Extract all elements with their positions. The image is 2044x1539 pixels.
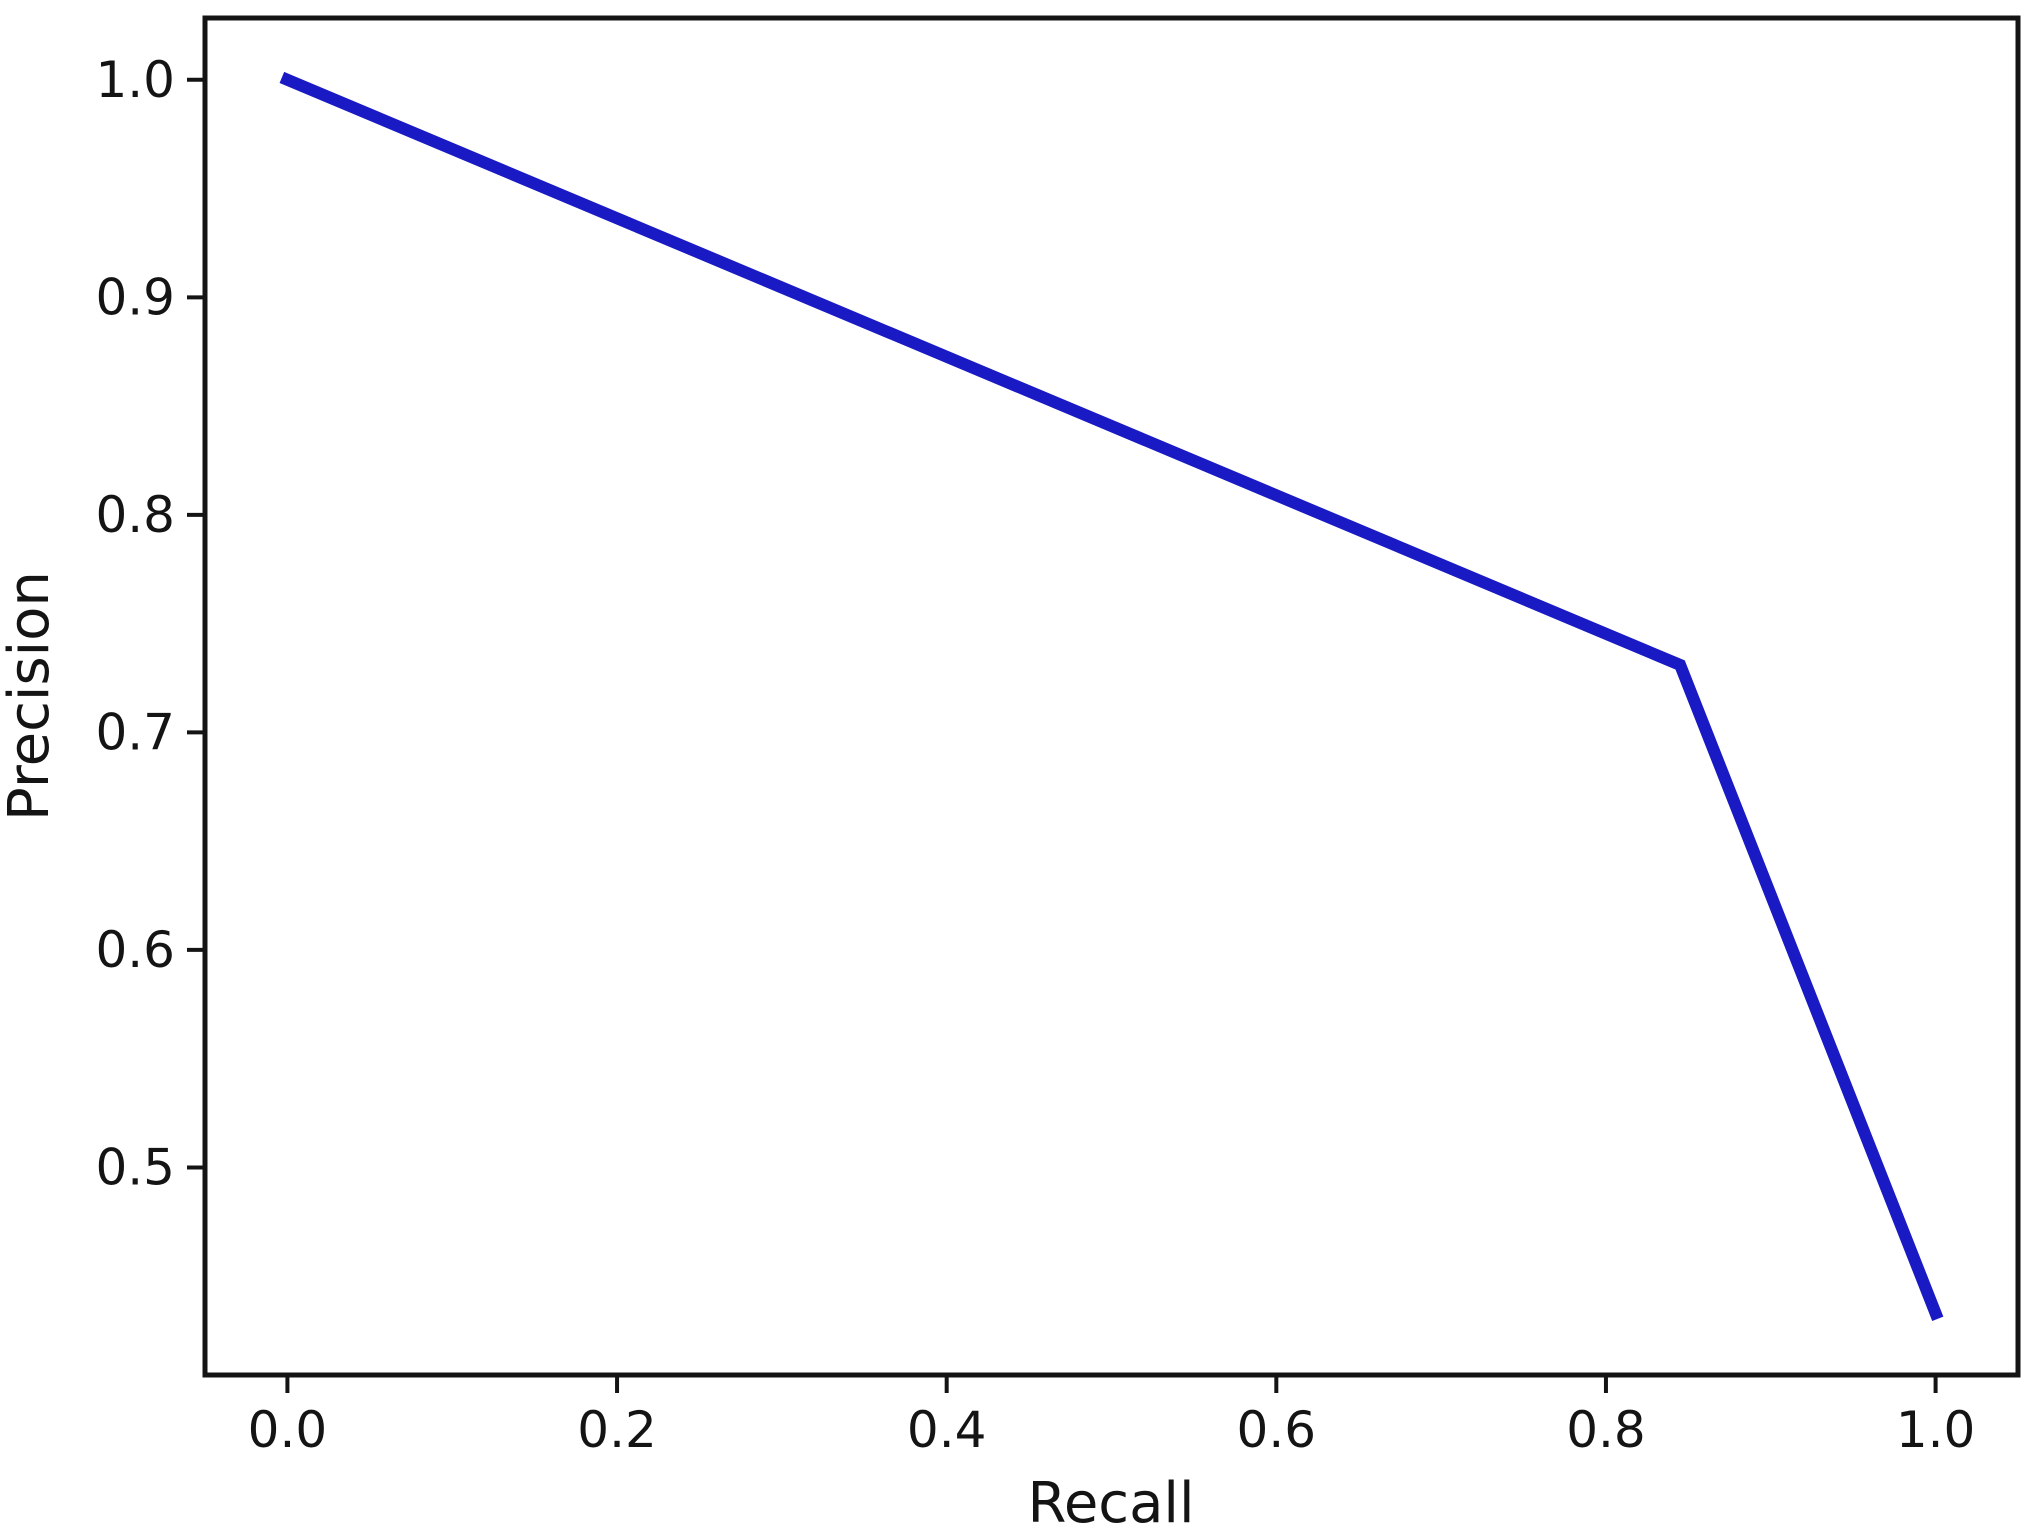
axes-frame [202, 15, 2021, 1378]
plot-area [205, 18, 2018, 1375]
x-tick-label: 0.0 [248, 1401, 328, 1459]
y-tick-label: 0.5 [95, 1138, 175, 1196]
ticks-layer: 0.0 0.2 0.4 0.6 0.8 1.0 0.5 0.6 0.7 0.8 0.9 1.0 [95, 51, 1975, 1459]
y-axis-label: Precision [0, 571, 62, 821]
series-layer [279, 71, 1944, 1322]
y-tick-label: 0.9 [95, 268, 175, 326]
x-tick-label: 0.6 [1237, 1401, 1317, 1459]
x-tick-label: 0.2 [577, 1401, 657, 1459]
y-tick-label: 0.7 [95, 703, 175, 761]
x-tick-label: 0.8 [1566, 1401, 1646, 1459]
precision-recall-curve [279, 71, 1944, 1322]
x-tick-label: 1.0 [1896, 1401, 1976, 1459]
x-axis-label: Recall [1027, 1471, 1194, 1536]
y-tick-label: 0.6 [95, 921, 175, 979]
x-tick-label: 0.4 [907, 1401, 987, 1459]
y-tick-label: 0.8 [95, 486, 175, 544]
y-tick-label: 1.0 [95, 51, 175, 109]
